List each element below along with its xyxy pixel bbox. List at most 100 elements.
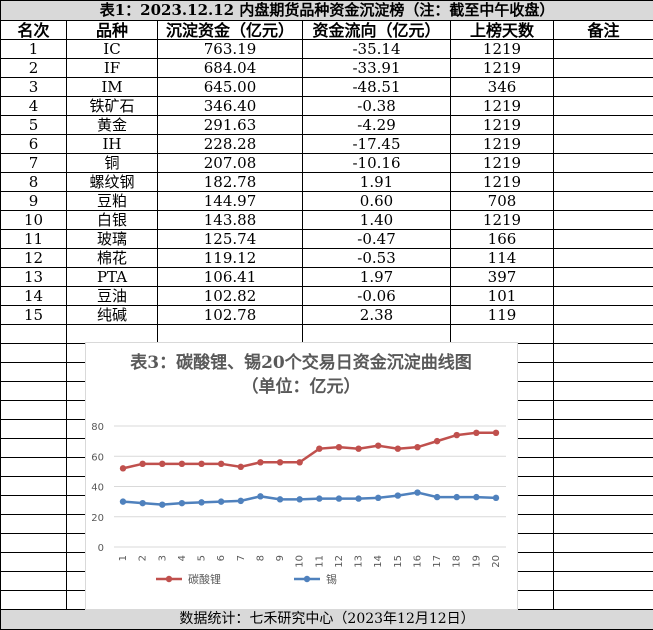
cell: 101: [450, 286, 554, 306]
footer: 数据统计：七禾研究中心（2023年12月12日）: [0, 609, 653, 630]
empty-cell: [0, 476, 67, 496]
x-tick-label: 1: [118, 555, 129, 561]
point: [335, 495, 343, 502]
x-tick-label: 16: [412, 555, 423, 568]
point: [355, 445, 362, 452]
point: [237, 463, 244, 471]
legend-label: 锡: [326, 572, 337, 586]
cell: 8: [0, 172, 67, 192]
point: [414, 443, 421, 451]
cell: 9: [0, 191, 67, 211]
cell: [552, 305, 653, 325]
column-header: 资金流向（亿元）: [302, 20, 451, 40]
cell: 346: [450, 77, 554, 97]
point: [276, 496, 284, 503]
cell: 1219: [450, 115, 554, 135]
cell: IM: [66, 77, 158, 97]
cell: [552, 229, 653, 249]
cell: [552, 267, 653, 287]
cell: 1219: [450, 39, 554, 59]
point: [394, 492, 402, 499]
x-tick-label: 9: [275, 555, 286, 561]
cell: 207.08: [157, 153, 303, 173]
empty-cell: [450, 324, 554, 344]
point: [276, 459, 284, 466]
cell: 螺纹钢: [66, 172, 158, 192]
data-row: 7 铜 207.08 -10.16 1219: [0, 153, 653, 173]
empty-cell: [0, 343, 67, 363]
cell: 豆油: [66, 286, 158, 306]
chart-title: 表3：碳酸锂、锡20个交易日资金沉淀曲线图（单位：亿元）: [130, 353, 472, 397]
empty-cell: [0, 514, 67, 534]
cell: 13: [0, 267, 67, 287]
cell: 1219: [450, 134, 554, 154]
empty-cell: [0, 571, 67, 591]
cell: [552, 58, 653, 78]
cell: 684.04: [157, 58, 303, 78]
data-row: 2 IF 684.04 -33.91 1219: [0, 58, 653, 78]
cell: [552, 191, 653, 211]
data-row: 11 玻璃 125.74 -0.47 166: [0, 229, 653, 249]
cell: 763.19: [157, 39, 303, 59]
empty-cell: [552, 438, 653, 458]
cell: 397: [450, 267, 554, 287]
cell: 645.00: [157, 77, 303, 97]
cell: 0.60: [302, 191, 451, 211]
cell: -17.45: [302, 134, 451, 154]
point: [375, 494, 382, 502]
cell: [552, 172, 653, 192]
point: [473, 429, 480, 437]
cell: [552, 248, 653, 268]
cell: 5: [0, 115, 67, 135]
cell: 228.28: [157, 134, 303, 154]
cell: [552, 77, 653, 97]
cell: -0.53: [302, 248, 451, 268]
cell: 114: [450, 248, 554, 268]
point: [198, 499, 205, 506]
legend-marker: [303, 575, 311, 583]
empty-cell: [552, 476, 653, 496]
cell: 玻璃: [66, 229, 158, 249]
cell: IH: [66, 134, 158, 154]
y-tick-label: 40: [91, 483, 104, 494]
point: [316, 445, 323, 452]
series-line: [122, 491, 497, 506]
cell: 4: [0, 96, 67, 116]
empty-cell: [66, 324, 158, 344]
cell: 106.41: [157, 267, 303, 287]
point: [296, 496, 303, 503]
point: [257, 459, 264, 466]
data-row: 6 IH 228.28 -17.45 1219: [0, 134, 653, 154]
empty-cell: [0, 552, 67, 572]
x-tick-label: 15: [393, 555, 404, 568]
cell: 铜: [66, 153, 158, 173]
cell: 1219: [450, 153, 554, 173]
point: [159, 460, 166, 468]
point: [414, 489, 421, 496]
cell: -4.29: [302, 115, 451, 135]
table-title: 表1：2023.12.12 内盘期货品种资金沉淀榜（注：截至中午收盘）: [0, 0, 653, 21]
cell: 291.63: [157, 115, 303, 135]
cell: 15: [0, 305, 67, 325]
empty-cell: [552, 343, 653, 363]
data-row: 8 螺纹钢 182.78 1.91 1219: [0, 172, 653, 192]
cell: 6: [0, 134, 67, 154]
point: [296, 459, 303, 466]
cell: -33.91: [302, 58, 451, 78]
x-tick-label: 10: [295, 555, 306, 568]
point: [375, 442, 382, 449]
cell: 119.12: [157, 248, 303, 268]
point: [159, 501, 166, 508]
y-tick-label: 60: [91, 452, 104, 463]
empty-cell: [0, 400, 67, 420]
data-row: 9 豆粕 144.97 0.60 708: [0, 191, 653, 211]
empty-cell: [0, 533, 67, 553]
cell: -0.06: [302, 286, 451, 306]
empty-cell: [552, 400, 653, 420]
cell: 1219: [450, 96, 554, 116]
data-row: 13 PTA 106.41 1.97 397: [0, 267, 653, 287]
cell: -0.38: [302, 96, 451, 116]
empty-cell: [552, 419, 653, 439]
empty-cell: [0, 324, 67, 344]
